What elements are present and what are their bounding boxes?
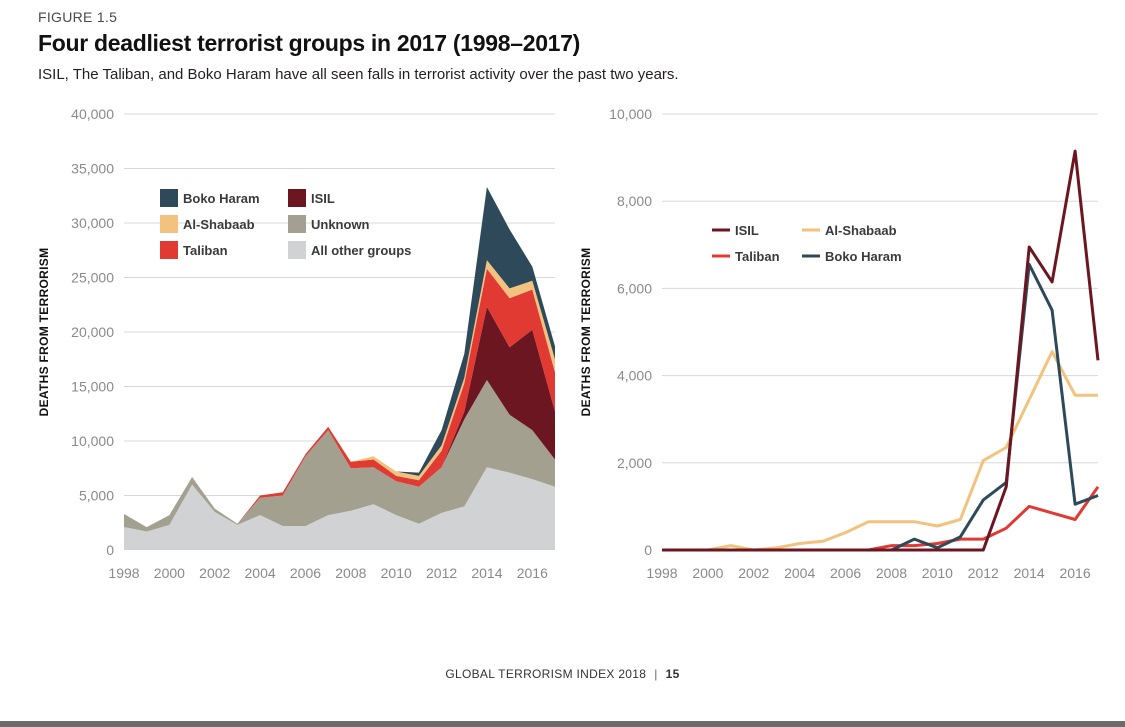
y-tick-label: 2,000 — [617, 455, 652, 471]
legend-swatch-taliban — [160, 241, 178, 259]
y-tick-label: 30,000 — [71, 215, 114, 231]
area-unknown — [124, 380, 555, 532]
y-tick-label: 35,000 — [71, 161, 114, 177]
footer-publication: GLOBAL TERRORISM INDEX 2018 — [445, 667, 647, 681]
x-tick-label: 2004 — [245, 565, 276, 581]
area-other — [124, 467, 555, 550]
bottom-border — [0, 721, 1125, 727]
x-tick-label: 2016 — [517, 565, 548, 581]
x-tick-label: 2002 — [738, 565, 769, 581]
page-footer: GLOBAL TERRORISM INDEX 2018 | 15 — [0, 667, 1125, 681]
x-tick-label: 2000 — [154, 565, 185, 581]
legend-label: Boko Haram — [825, 249, 902, 264]
legend-label: Taliban — [183, 243, 228, 258]
y-tick-label: 25,000 — [71, 270, 114, 286]
legend-label: ISIL — [735, 223, 759, 238]
y-tick-label: 0 — [644, 542, 652, 558]
legend-label: All other groups — [311, 243, 411, 258]
legend-swatch-boko-haram — [160, 189, 178, 207]
figure-label: FIGURE 1.5 — [38, 9, 118, 25]
legend-label: Boko Haram — [183, 191, 260, 206]
line-al-shabaab — [662, 350, 1098, 552]
figure-subtitle: ISIL, The Taliban, and Boko Haram have a… — [38, 66, 679, 83]
y-tick-label: 4,000 — [617, 368, 652, 384]
x-tick-label: 1998 — [108, 565, 139, 581]
x-tick-label: 2004 — [784, 565, 815, 581]
x-tick-label: 1998 — [646, 565, 677, 581]
figure-title: Four deadliest terrorist groups in 2017 … — [38, 30, 581, 56]
y-tick-label: 15,000 — [71, 379, 114, 395]
legend-swatch-isil — [288, 189, 306, 207]
y-tick-label: 0 — [106, 542, 114, 558]
legend-swatch-other — [288, 241, 306, 259]
legend-swatch-unknown — [288, 215, 306, 233]
legend-label: Al-Shabaab — [183, 217, 255, 232]
legend-swatch-al-shabaab — [160, 215, 178, 233]
y-tick-label: 10,000 — [71, 433, 114, 449]
legend-label: Al-Shabaab — [825, 223, 897, 238]
legend-label: ISIL — [311, 191, 335, 206]
x-tick-label: 2016 — [1059, 565, 1090, 581]
y-tick-label: 8,000 — [617, 193, 652, 209]
stacked-area-chart: 0 5,000 10,000 15,000 20,000 25,000 30,000 35,0… — [37, 106, 555, 581]
y-axis-label: DEATHS FROM TERRORISM — [37, 248, 51, 417]
line-taliban — [662, 485, 1100, 552]
x-tick-label: 2014 — [1014, 565, 1045, 581]
legend-label: Taliban — [735, 249, 780, 264]
y-tick-label: 5,000 — [79, 488, 114, 504]
line-isil — [662, 149, 1100, 552]
x-tick-label: 2012 — [426, 565, 457, 581]
x-tick-label: 2008 — [335, 565, 366, 581]
x-tick-label: 2012 — [968, 565, 999, 581]
x-tick-label: 2006 — [290, 565, 321, 581]
x-tick-label: 2002 — [199, 565, 230, 581]
x-tick-label: 2008 — [876, 565, 907, 581]
line-chart: 0 2,000 4,000 6,000 8,000 10,000 1998 2000 2002 2… — [579, 106, 1100, 581]
legend-label: Unknown — [311, 217, 370, 232]
y-axis-label: DEATHS FROM TERRORISM — [579, 248, 593, 417]
footer-separator: | — [654, 667, 658, 681]
y-tick-label: 10,000 — [609, 106, 652, 122]
y-tick-label: 40,000 — [71, 106, 114, 122]
x-tick-label: 2006 — [830, 565, 861, 581]
x-tick-label: 2000 — [692, 565, 723, 581]
x-tick-label: 2010 — [922, 565, 953, 581]
y-tick-label: 6,000 — [617, 280, 652, 296]
y-tick-label: 20,000 — [71, 324, 114, 340]
x-tick-label: 2014 — [471, 565, 502, 581]
footer-page-number: 15 — [665, 667, 680, 681]
x-tick-label: 2010 — [381, 565, 412, 581]
